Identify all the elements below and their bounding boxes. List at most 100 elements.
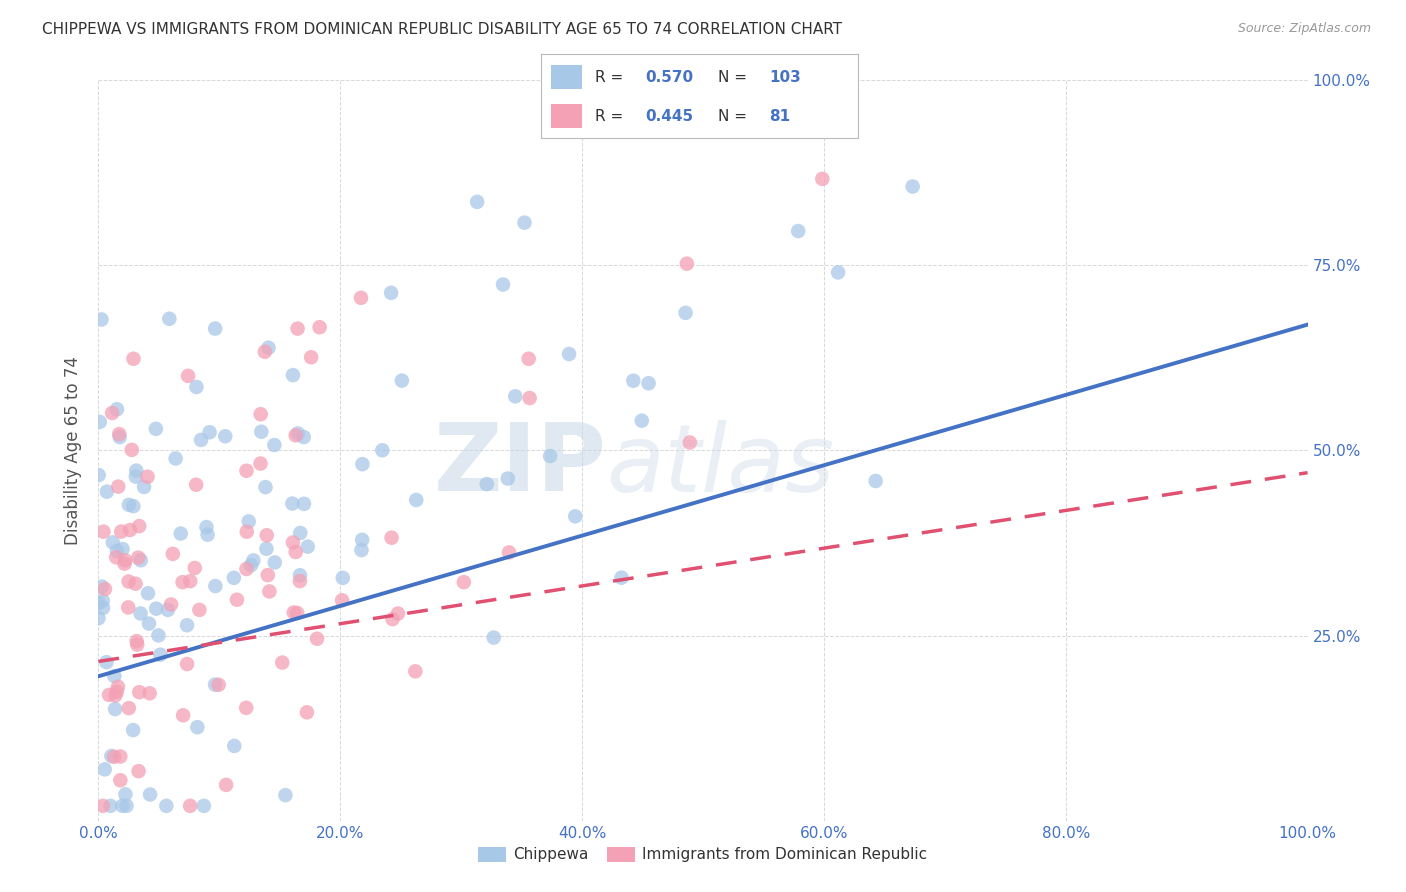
- Point: [107, 680, 129, 694]
- Point: [404, 665, 426, 679]
- Point: [105, 402, 128, 417]
- Point: [249, 407, 271, 421]
- Point: [188, 603, 211, 617]
- Point: [676, 257, 699, 271]
- Point: [93, 524, 115, 539]
- Point: [91, 593, 114, 607]
- Point: [285, 606, 308, 620]
- Point: [110, 773, 132, 788]
- Point: [214, 429, 236, 443]
- Point: [127, 550, 149, 565]
- Point: [513, 216, 536, 230]
- Point: [350, 291, 373, 305]
- Point: [281, 497, 304, 511]
- Point: [179, 574, 201, 589]
- Point: [155, 798, 177, 813]
- Point: [136, 586, 159, 600]
- Text: N =: N =: [718, 109, 752, 124]
- Point: [172, 708, 194, 723]
- Point: [271, 656, 294, 670]
- Point: [621, 374, 644, 388]
- Point: [453, 575, 475, 590]
- Point: [128, 764, 150, 779]
- Point: [195, 520, 218, 534]
- Point: [198, 425, 221, 440]
- Point: [104, 689, 127, 703]
- Point: [257, 341, 280, 355]
- Point: [256, 568, 278, 582]
- Point: [865, 474, 887, 488]
- Point: [287, 321, 309, 335]
- Point: [105, 684, 128, 698]
- Bar: [551, 104, 582, 128]
- Y-axis label: Disability Age 65 to 74: Disability Age 65 to 74: [65, 356, 83, 545]
- Point: [108, 430, 131, 444]
- Point: [381, 612, 404, 626]
- Point: [176, 657, 198, 671]
- Point: [110, 749, 132, 764]
- Point: [475, 477, 498, 491]
- Point: [256, 528, 278, 542]
- Point: [204, 678, 226, 692]
- Point: [111, 798, 134, 813]
- Point: [149, 648, 172, 662]
- Point: [103, 749, 125, 764]
- Point: [111, 542, 134, 557]
- Point: [242, 553, 264, 567]
- Point: [226, 592, 249, 607]
- Point: [90, 312, 112, 326]
- Point: [105, 550, 128, 565]
- Point: [145, 422, 167, 436]
- Point: [236, 524, 259, 539]
- Point: [94, 582, 117, 596]
- Point: [208, 678, 231, 692]
- Point: [391, 374, 413, 388]
- Point: [87, 596, 110, 610]
- Text: 0.445: 0.445: [645, 109, 693, 124]
- Text: Source: ZipAtlas.com: Source: ZipAtlas.com: [1237, 22, 1371, 36]
- Point: [122, 723, 145, 737]
- Point: [197, 527, 219, 541]
- Point: [679, 435, 702, 450]
- Point: [465, 194, 488, 209]
- Text: N =: N =: [718, 70, 752, 85]
- Point: [224, 739, 246, 753]
- Point: [274, 788, 297, 802]
- Point: [811, 172, 834, 186]
- Point: [249, 457, 271, 471]
- Point: [179, 798, 201, 813]
- Point: [87, 468, 110, 483]
- Point: [165, 451, 187, 466]
- Point: [254, 480, 277, 494]
- Point: [352, 457, 374, 471]
- Point: [132, 480, 155, 494]
- Point: [297, 540, 319, 554]
- Point: [184, 561, 207, 575]
- Point: [105, 544, 128, 558]
- Text: ZIP: ZIP: [433, 419, 606, 511]
- Text: CHIPPEWA VS IMMIGRANTS FROM DOMINICAN REPUBLIC DISABILITY AGE 65 TO 74 CORRELATI: CHIPPEWA VS IMMIGRANTS FROM DOMINICAN RE…: [42, 22, 842, 37]
- Point: [482, 631, 505, 645]
- Point: [114, 557, 136, 571]
- Point: [637, 376, 659, 391]
- Point: [122, 351, 145, 366]
- Point: [901, 179, 924, 194]
- Point: [787, 224, 810, 238]
- Point: [170, 526, 193, 541]
- Point: [496, 471, 519, 485]
- Point: [87, 611, 110, 625]
- Point: [115, 798, 138, 813]
- Text: R =: R =: [595, 109, 628, 124]
- Point: [104, 702, 127, 716]
- Point: [148, 628, 170, 642]
- Point: [138, 616, 160, 631]
- Point: [176, 618, 198, 632]
- Point: [380, 285, 402, 300]
- Point: [101, 535, 124, 549]
- Point: [124, 576, 146, 591]
- Point: [295, 706, 318, 720]
- Point: [235, 701, 257, 715]
- Point: [330, 593, 353, 607]
- Point: [114, 553, 136, 567]
- Point: [538, 449, 561, 463]
